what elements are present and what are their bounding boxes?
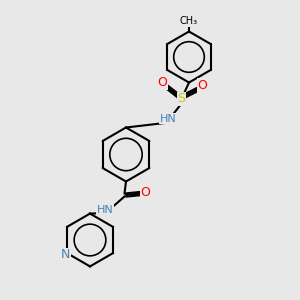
Text: O: O	[157, 76, 167, 89]
Text: CH₃: CH₃	[180, 16, 198, 26]
Text: HN: HN	[160, 113, 176, 124]
Text: S: S	[178, 92, 185, 106]
Text: O: O	[141, 185, 150, 199]
Text: HN: HN	[97, 205, 113, 215]
Text: O: O	[198, 79, 207, 92]
Text: N: N	[61, 248, 70, 261]
